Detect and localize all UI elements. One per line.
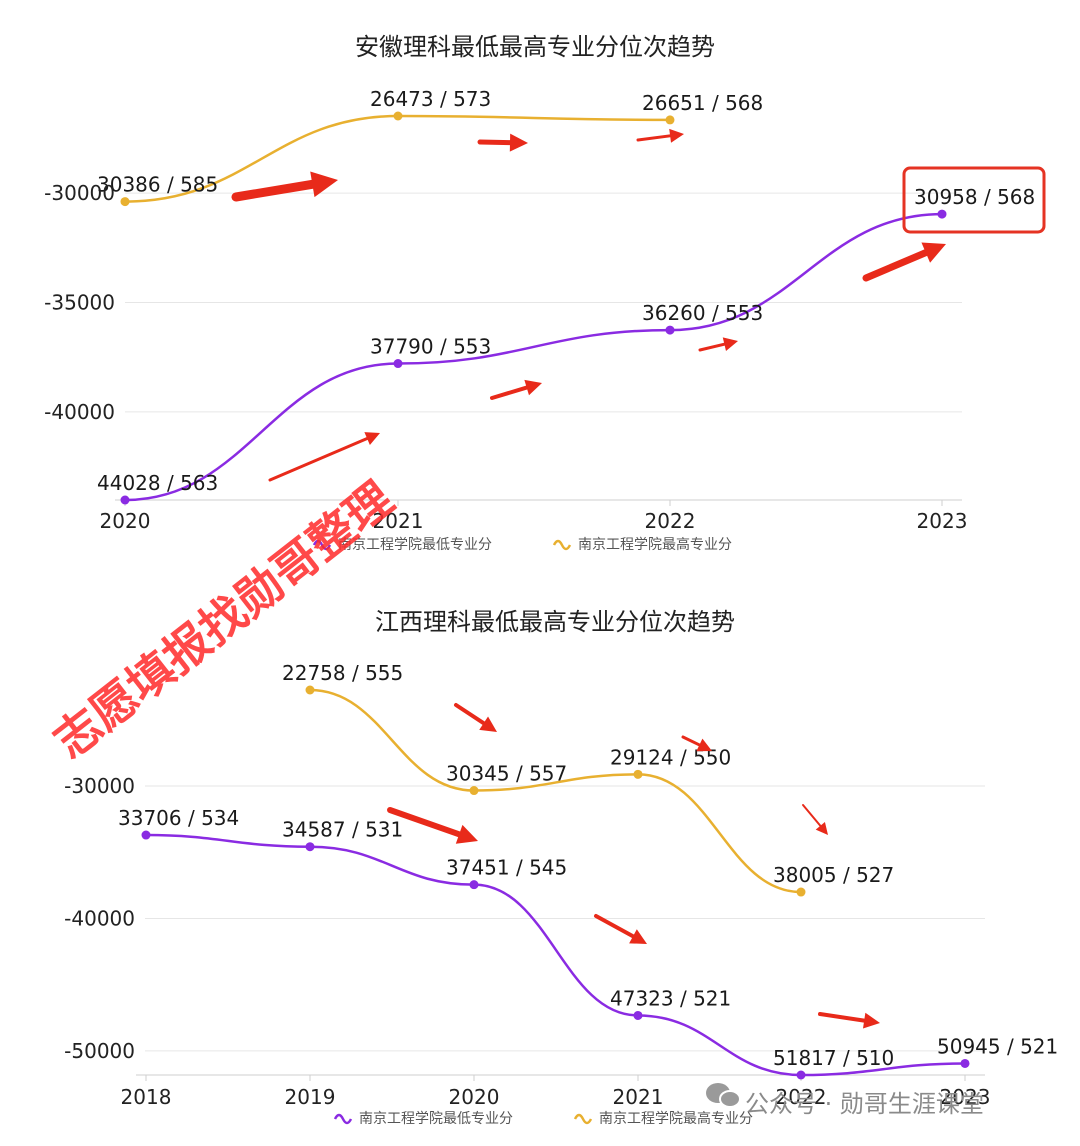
- arrow-shaft: [681, 735, 701, 747]
- x-tick-label: 2018: [121, 1085, 172, 1109]
- data-point: [665, 115, 675, 125]
- chart-title: 江西理科最低最高专业分位次趋势: [375, 608, 735, 636]
- chart-title: 安徽理科最低最高专业分位次趋势: [355, 33, 715, 61]
- arrow-head: [921, 242, 946, 263]
- y-tick-label: -40000: [64, 906, 135, 930]
- x-tick-label: 2020: [100, 509, 151, 533]
- data-label: 37451 / 545: [446, 856, 567, 880]
- x-tick-label: 2020: [449, 1085, 500, 1109]
- series-line-0: [124, 212, 943, 502]
- arrow-shaft: [862, 249, 930, 282]
- arrow-head: [696, 738, 712, 752]
- data-label: 33706 / 534: [118, 806, 239, 830]
- arrow-shaft: [477, 139, 513, 146]
- arrow-shaft: [636, 134, 672, 142]
- data-point: [393, 111, 403, 121]
- jiangxi-chart: 江西理科最低最高专业分位次趋势 33706 / 534 34587 / 531 37…: [64, 608, 1058, 1127]
- legend-label[interactable]: 南京工程学院最高专业分: [599, 1110, 753, 1127]
- legend-swatch: [333, 1113, 353, 1125]
- highlight-box: [902, 166, 1046, 234]
- x-tick-label: 2019: [285, 1085, 336, 1109]
- data-point: [393, 359, 403, 369]
- x-tick-label: 2023: [917, 509, 968, 533]
- credit-group: 公众号 · 勋哥生涯课堂: [706, 1083, 984, 1118]
- arrow-head: [524, 379, 542, 396]
- data-point: [305, 842, 315, 852]
- arrow-head: [815, 821, 828, 835]
- data-label: 37790 / 553: [370, 335, 491, 359]
- y-tick-label: -30000: [64, 774, 135, 798]
- data-point: [633, 1010, 643, 1020]
- arrow-head: [455, 824, 478, 844]
- anhui-chart: 安徽理科最低最高专业分位次趋势 44028 / 563 37790 / 553 36…: [44, 33, 1035, 553]
- arrow-shaft: [454, 703, 486, 726]
- data-label: 26473 / 573: [370, 87, 491, 111]
- arrow-head: [479, 716, 497, 732]
- arrow-head: [364, 432, 380, 445]
- data-label: 30386 / 585: [97, 173, 218, 197]
- arrow-head: [509, 133, 528, 152]
- arrow-shaft: [818, 1012, 867, 1023]
- data-point: [937, 209, 947, 219]
- arrow-head: [669, 128, 684, 143]
- arrow-shaft: [490, 385, 529, 400]
- x-tick-label: 2022: [645, 509, 696, 533]
- x-tick-label: 2023: [940, 1085, 991, 1109]
- data-label: 50945 / 521: [937, 1034, 1058, 1058]
- legend-label[interactable]: 南京工程学院最低专业分: [338, 537, 492, 553]
- x-tick-label: 2021: [373, 509, 424, 533]
- arrow-shaft: [802, 804, 822, 827]
- series-line-0: [145, 833, 966, 1077]
- arrow-shaft: [594, 914, 635, 939]
- legend-swatch: [573, 1113, 593, 1125]
- watermark-text: 志愿填报找勋哥整理: [44, 471, 403, 768]
- arrow-head: [310, 171, 338, 198]
- annotation-arrows: [231, 128, 946, 1029]
- data-label: 38005 / 527: [773, 863, 894, 887]
- data-label: 36260 / 553: [642, 301, 763, 325]
- arrow-shaft: [268, 437, 369, 482]
- data-label: 26651 / 568: [642, 91, 763, 115]
- y-tick-label: -40000: [44, 400, 115, 424]
- arrow-head: [629, 929, 647, 944]
- legend-swatch: [552, 539, 572, 551]
- data-label: 51817 / 510: [773, 1046, 894, 1070]
- data-point: [141, 830, 151, 840]
- legend-swatch: [312, 539, 332, 551]
- x-tick-label: 2021: [613, 1085, 664, 1109]
- data-point: [796, 1070, 806, 1080]
- data-point: [796, 887, 806, 897]
- data-point: [120, 197, 130, 207]
- credit-text: 公众号 · 勋哥生涯课堂: [745, 1090, 984, 1118]
- data-label: 30958 / 568: [914, 185, 1035, 209]
- data-point: [633, 769, 643, 779]
- data-point: [665, 325, 675, 335]
- data-point: [469, 786, 479, 796]
- y-tick-label: -50000: [64, 1039, 135, 1063]
- data-label: 29124 / 550: [610, 745, 731, 769]
- data-point: [120, 495, 130, 505]
- arrow-shaft: [231, 179, 317, 202]
- data-label: 44028 / 563: [97, 471, 218, 495]
- data-point: [469, 880, 479, 890]
- y-tick-label: -30000: [44, 181, 115, 205]
- arrow-shaft: [387, 807, 463, 838]
- arrow-head: [862, 1012, 880, 1029]
- y-tick-label: -35000: [44, 291, 115, 315]
- data-label: 22758 / 555: [282, 661, 403, 685]
- arrow-head: [722, 337, 738, 352]
- legend-label[interactable]: 南京工程学院最高专业分: [578, 536, 732, 553]
- wechat-icon: [706, 1083, 741, 1108]
- x-tick-label: 2022: [776, 1085, 827, 1109]
- data-label: 47323 / 521: [610, 986, 731, 1010]
- data-label: 30345 / 557: [446, 762, 567, 786]
- series-line-1: [309, 688, 802, 894]
- data-point: [960, 1058, 970, 1068]
- arrow-shaft: [698, 342, 726, 352]
- data-point: [305, 685, 315, 695]
- data-label: 34587 / 531: [282, 818, 403, 842]
- legend-label[interactable]: 南京工程学院最低专业分: [359, 1111, 513, 1127]
